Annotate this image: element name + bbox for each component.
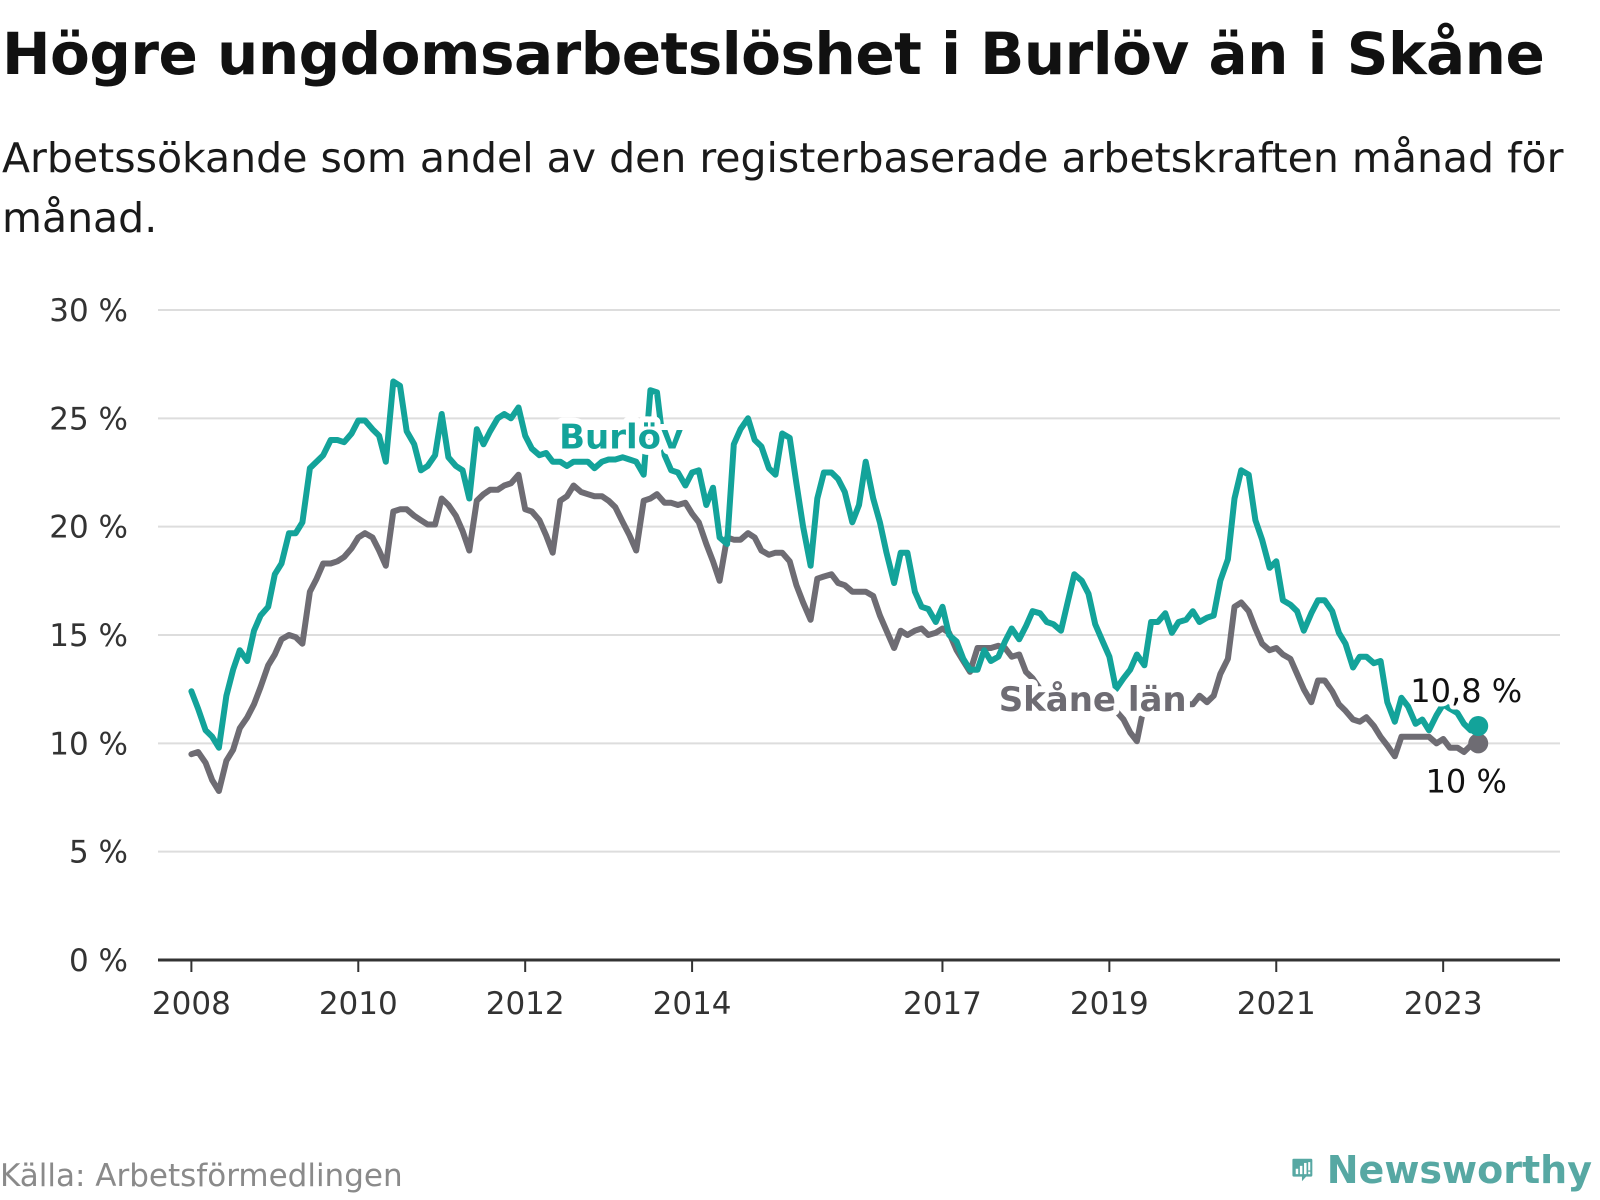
x-tick-label: 2010 bbox=[319, 986, 398, 1022]
y-tick-label: 5 % bbox=[69, 835, 128, 871]
y-tick-label: 20 % bbox=[49, 510, 128, 546]
y-axis-ticks: 0 % 5 % 10 % 15 % 20 % 25 % 30 % bbox=[49, 293, 128, 979]
gridlines bbox=[158, 309, 1560, 853]
x-tick-label: 2017 bbox=[903, 986, 982, 1022]
x-tick-label: 2019 bbox=[1070, 986, 1149, 1022]
chart-subtitle: Arbetssökande som andel av den registerb… bbox=[2, 134, 1564, 242]
series-end-marker-burlöv bbox=[1468, 716, 1489, 736]
x-tick-label: 2014 bbox=[653, 986, 732, 1022]
series-line-burlöv bbox=[188, 378, 1482, 751]
x-tick-label: 2012 bbox=[486, 986, 565, 1022]
chart-title: Högre ungdomsarbetslöshet i Burlöv än i … bbox=[2, 20, 1545, 88]
x-tick-label: 2008 bbox=[152, 986, 231, 1022]
y-tick-label: 25 % bbox=[49, 401, 128, 437]
x-tick-label: 2023 bbox=[1404, 986, 1483, 1022]
bar-chart-speech-icon bbox=[1292, 1158, 1313, 1182]
brand-name: Newsworthy bbox=[1326, 1148, 1592, 1192]
line-chart: 0 %5 %10 %15 %20 %25 %30 % 2008 2010 2012 2… bbox=[49, 293, 1560, 1022]
x-tick-label: 2021 bbox=[1237, 986, 1316, 1022]
series-label-skåne-län: Skåne län bbox=[999, 680, 1187, 720]
y-tick-label: 15 % bbox=[49, 618, 128, 654]
end-value-label-burlöv: 10,8 % bbox=[1410, 672, 1522, 710]
y-tick-label: 10 % bbox=[49, 726, 128, 762]
source-note: Källa: Arbetsförmedlingen bbox=[0, 1158, 403, 1194]
series-labels: Burlöv 10,8 % Skåne län 10 % bbox=[553, 412, 1526, 805]
newsworthy-logo[interactable]: Newsworthy bbox=[1292, 1140, 1592, 1200]
y-tick-label: 30 % bbox=[49, 293, 128, 329]
series-end-marker-skåne-län bbox=[1468, 733, 1489, 754]
series-label-burlöv: Burlöv bbox=[559, 418, 683, 458]
series-lines bbox=[188, 378, 1489, 794]
series-line-skåne-län bbox=[188, 471, 1482, 794]
y-tick-label: 0 % bbox=[69, 943, 128, 979]
x-axis-ticks: 2008 2010 2012 2014 2017 2019 2021 2023 bbox=[152, 960, 1483, 1022]
end-value-label-skåne-län: 10 % bbox=[1426, 762, 1507, 800]
